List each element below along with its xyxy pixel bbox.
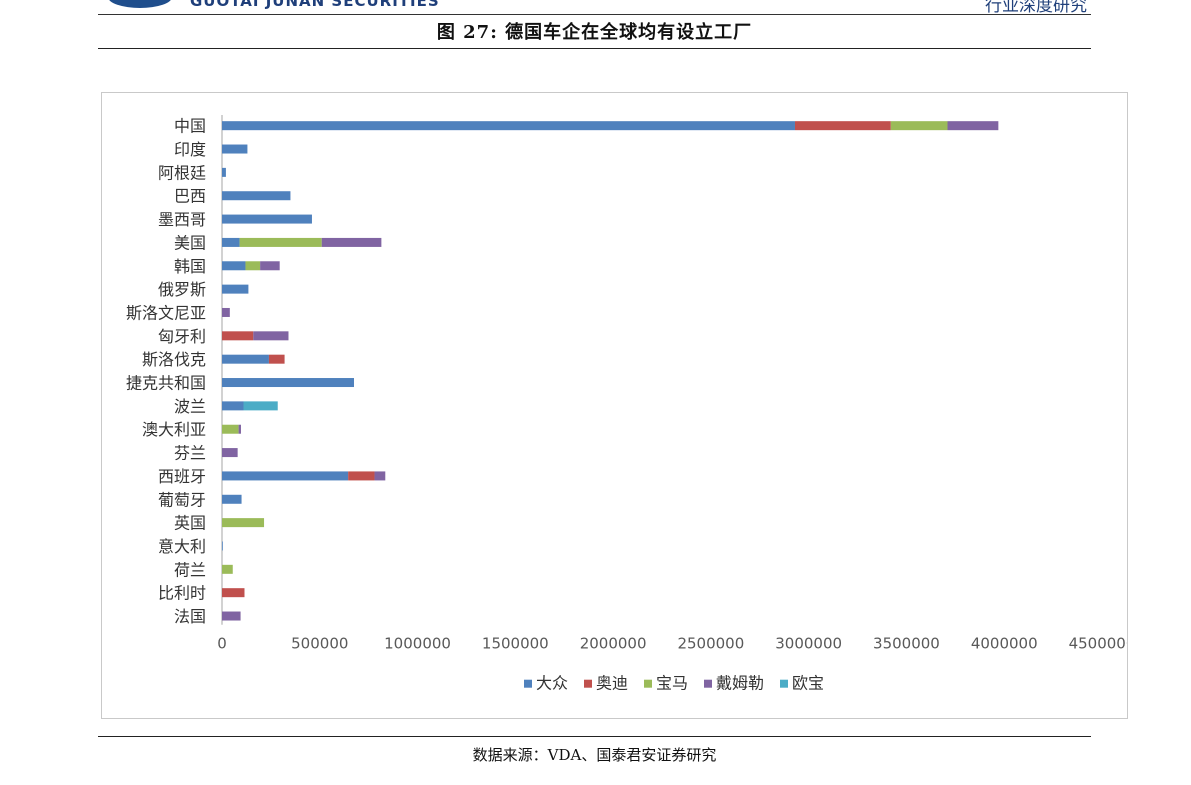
bar-segment — [222, 424, 239, 434]
category-label: 荷兰 — [174, 560, 206, 579]
x-tick-label: 1000000 — [384, 635, 451, 653]
x-tick-label: 2000000 — [580, 635, 647, 653]
legend-label: 欧宝 — [792, 674, 824, 693]
report-header: GUOTAI JUNAN SECURITIES 行业深度研究 — [0, 0, 1191, 14]
bar-segment — [239, 237, 322, 247]
category-label: 匈牙利 — [158, 327, 206, 346]
bar-segment — [222, 564, 233, 574]
category-label: 法国 — [174, 607, 206, 626]
company-logo-icon — [108, 0, 172, 8]
category-label: 印度 — [174, 140, 206, 159]
category-label: 俄罗斯 — [158, 280, 206, 299]
chart-frame: 中国印度阿根廷巴西墨西哥美国韩国俄罗斯斯洛文尼亚匈牙利斯洛伐克捷克共和国波兰澳大… — [101, 92, 1128, 719]
x-tick-label: 1500000 — [482, 635, 549, 653]
legend-label: 大众 — [536, 674, 568, 693]
x-tick-label: 0 — [217, 635, 227, 653]
bar-segment — [222, 471, 349, 481]
title-divider — [98, 48, 1091, 49]
bar-segment — [222, 354, 269, 364]
legend-label: 戴姆勒 — [716, 674, 764, 693]
x-tick-label: 3500000 — [873, 635, 940, 653]
category-label: 捷克共和国 — [126, 374, 206, 393]
bar-segment — [222, 261, 246, 271]
legend-swatch — [780, 679, 788, 688]
category-label: 中国 — [174, 117, 206, 136]
bar-segment — [222, 588, 245, 598]
x-tick-label: 3000000 — [775, 635, 842, 653]
bar-segment — [222, 494, 242, 504]
bar-segment — [321, 237, 382, 247]
bar-segment — [947, 121, 999, 131]
bar-segment — [260, 261, 280, 271]
legend-swatch — [704, 679, 712, 688]
bar-segment — [222, 541, 223, 551]
x-tick-label: 2500000 — [677, 635, 744, 653]
bar-segment — [890, 121, 948, 131]
bar-segment — [222, 331, 254, 341]
source-divider — [98, 736, 1091, 737]
bar-segment — [222, 144, 248, 154]
bar-segment — [222, 611, 241, 621]
category-label: 巴西 — [174, 187, 206, 206]
bar-segment — [222, 448, 238, 458]
category-label: 意大利 — [158, 537, 206, 556]
header-divider — [98, 14, 1091, 15]
legend-label: 宝马 — [656, 674, 688, 693]
x-tick-label: 4000000 — [971, 635, 1038, 653]
bar-segment — [222, 167, 226, 177]
stacked-bar-chart: 中国印度阿根廷巴西墨西哥美国韩国俄罗斯斯洛文尼亚匈牙利斯洛伐克捷克共和国波兰澳大… — [126, 115, 1127, 693]
category-label: 澳大利亚 — [142, 420, 206, 439]
category-label: 墨西哥 — [158, 210, 206, 229]
legend-swatch — [584, 679, 592, 688]
category-label: 美国 — [174, 233, 206, 252]
legend-label: 奥迪 — [596, 674, 628, 693]
bar-segment — [222, 401, 244, 411]
bar-segment — [374, 471, 386, 481]
bar-segment — [222, 121, 795, 131]
bar-segment — [222, 191, 291, 201]
bar-segment — [794, 121, 891, 131]
bar-segment — [268, 354, 285, 364]
bar-segment — [245, 261, 261, 271]
bar-segment — [222, 518, 265, 528]
bar-segment — [222, 284, 249, 294]
company-logo-text: GUOTAI JUNAN SECURITIES — [190, 0, 440, 10]
category-label: 韩国 — [174, 257, 206, 276]
bar-segment — [222, 237, 240, 247]
category-label: 比利时 — [158, 584, 206, 603]
category-label: 波兰 — [174, 397, 206, 416]
report-category: 行业深度研究 — [985, 0, 1087, 14]
category-label: 葡萄牙 — [158, 490, 206, 509]
legend-swatch — [644, 679, 652, 688]
bar-segment — [348, 471, 375, 481]
bar-segment — [222, 307, 230, 317]
category-label: 西班牙 — [158, 467, 206, 486]
bar-segment — [222, 214, 312, 224]
figure-title: 图 27: 德国车企在全球均有设立工厂 — [436, 22, 753, 43]
category-label: 阿根廷 — [158, 163, 206, 182]
bar-segment — [253, 331, 289, 341]
category-label: 芬兰 — [174, 444, 206, 463]
bar-segment — [238, 424, 241, 434]
legend-swatch — [524, 679, 532, 688]
category-label: 斯洛文尼亚 — [126, 303, 206, 322]
data-source-note: 数据来源：VDA、国泰君安证券研究 — [472, 746, 717, 764]
bar-segment — [243, 401, 278, 411]
x-tick-label: 500000 — [291, 635, 348, 653]
x-tick-label: 4500000 — [1069, 635, 1127, 653]
bar-segment — [222, 378, 354, 388]
category-label: 斯洛伐克 — [142, 350, 206, 369]
category-label: 英国 — [174, 514, 206, 533]
